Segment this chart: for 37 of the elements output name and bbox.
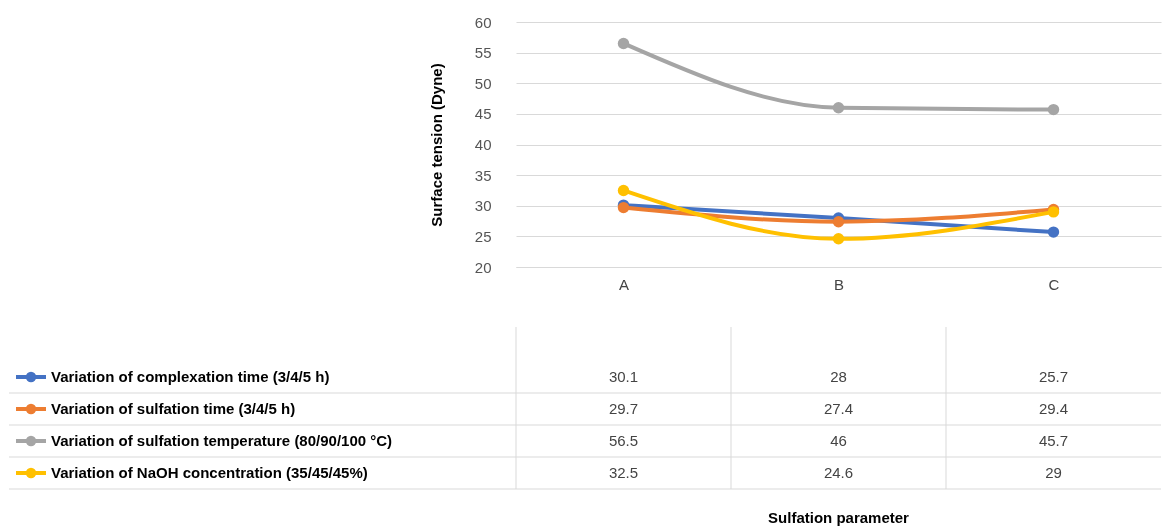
y-tick-label: 30	[474, 197, 492, 215]
point	[832, 233, 845, 245]
y-tick-label: 45	[474, 105, 492, 123]
point	[832, 102, 845, 114]
data-label: 29	[1045, 464, 1062, 481]
data-label: 27.4	[823, 400, 854, 417]
y-tick-label: 20	[474, 258, 492, 276]
point	[832, 215, 845, 228]
point	[1047, 226, 1060, 238]
data-label: 29.7	[608, 400, 639, 417]
data-label: 46	[830, 432, 847, 449]
point	[1047, 103, 1060, 116]
x-tick-label: A	[618, 275, 630, 293]
point	[617, 37, 630, 50]
y-tick-label: 35	[474, 166, 492, 184]
data-label: 56.5	[608, 432, 639, 449]
y-tick-label: 25	[474, 227, 492, 245]
legend-label: Variation of sulfation temperature (80/90/100 °C)	[51, 432, 393, 449]
y-axis-title: Surface tension (Dyne)	[427, 63, 445, 227]
y-tick-label: 60	[474, 13, 492, 31]
data-label: 28	[830, 368, 847, 385]
legend-label: Variation of sulfation time (3/4/5 h)	[51, 400, 296, 417]
data-label: 30.1	[608, 368, 639, 385]
data-label: 29.4	[1038, 400, 1069, 417]
legend-label: Variation of complexation time (3/4/5 h)	[51, 368, 330, 385]
y-tick-label: 55	[474, 44, 492, 62]
text: Sulfation parameter	[768, 509, 910, 526]
y-tick-label: 50	[474, 74, 492, 92]
legend-label: Variation of NaOH concentration (35/45/45%)	[51, 464, 368, 481]
data-label: 25.7	[1038, 368, 1069, 385]
y-tick-label: 40	[474, 136, 492, 153]
data-label: 24.6	[823, 464, 854, 481]
point	[617, 184, 630, 197]
data-label: 45.7	[1038, 432, 1069, 449]
x-tick-label: C	[1048, 275, 1060, 293]
data-label: 32.5	[608, 464, 639, 481]
x-tick-label: B	[833, 275, 845, 293]
